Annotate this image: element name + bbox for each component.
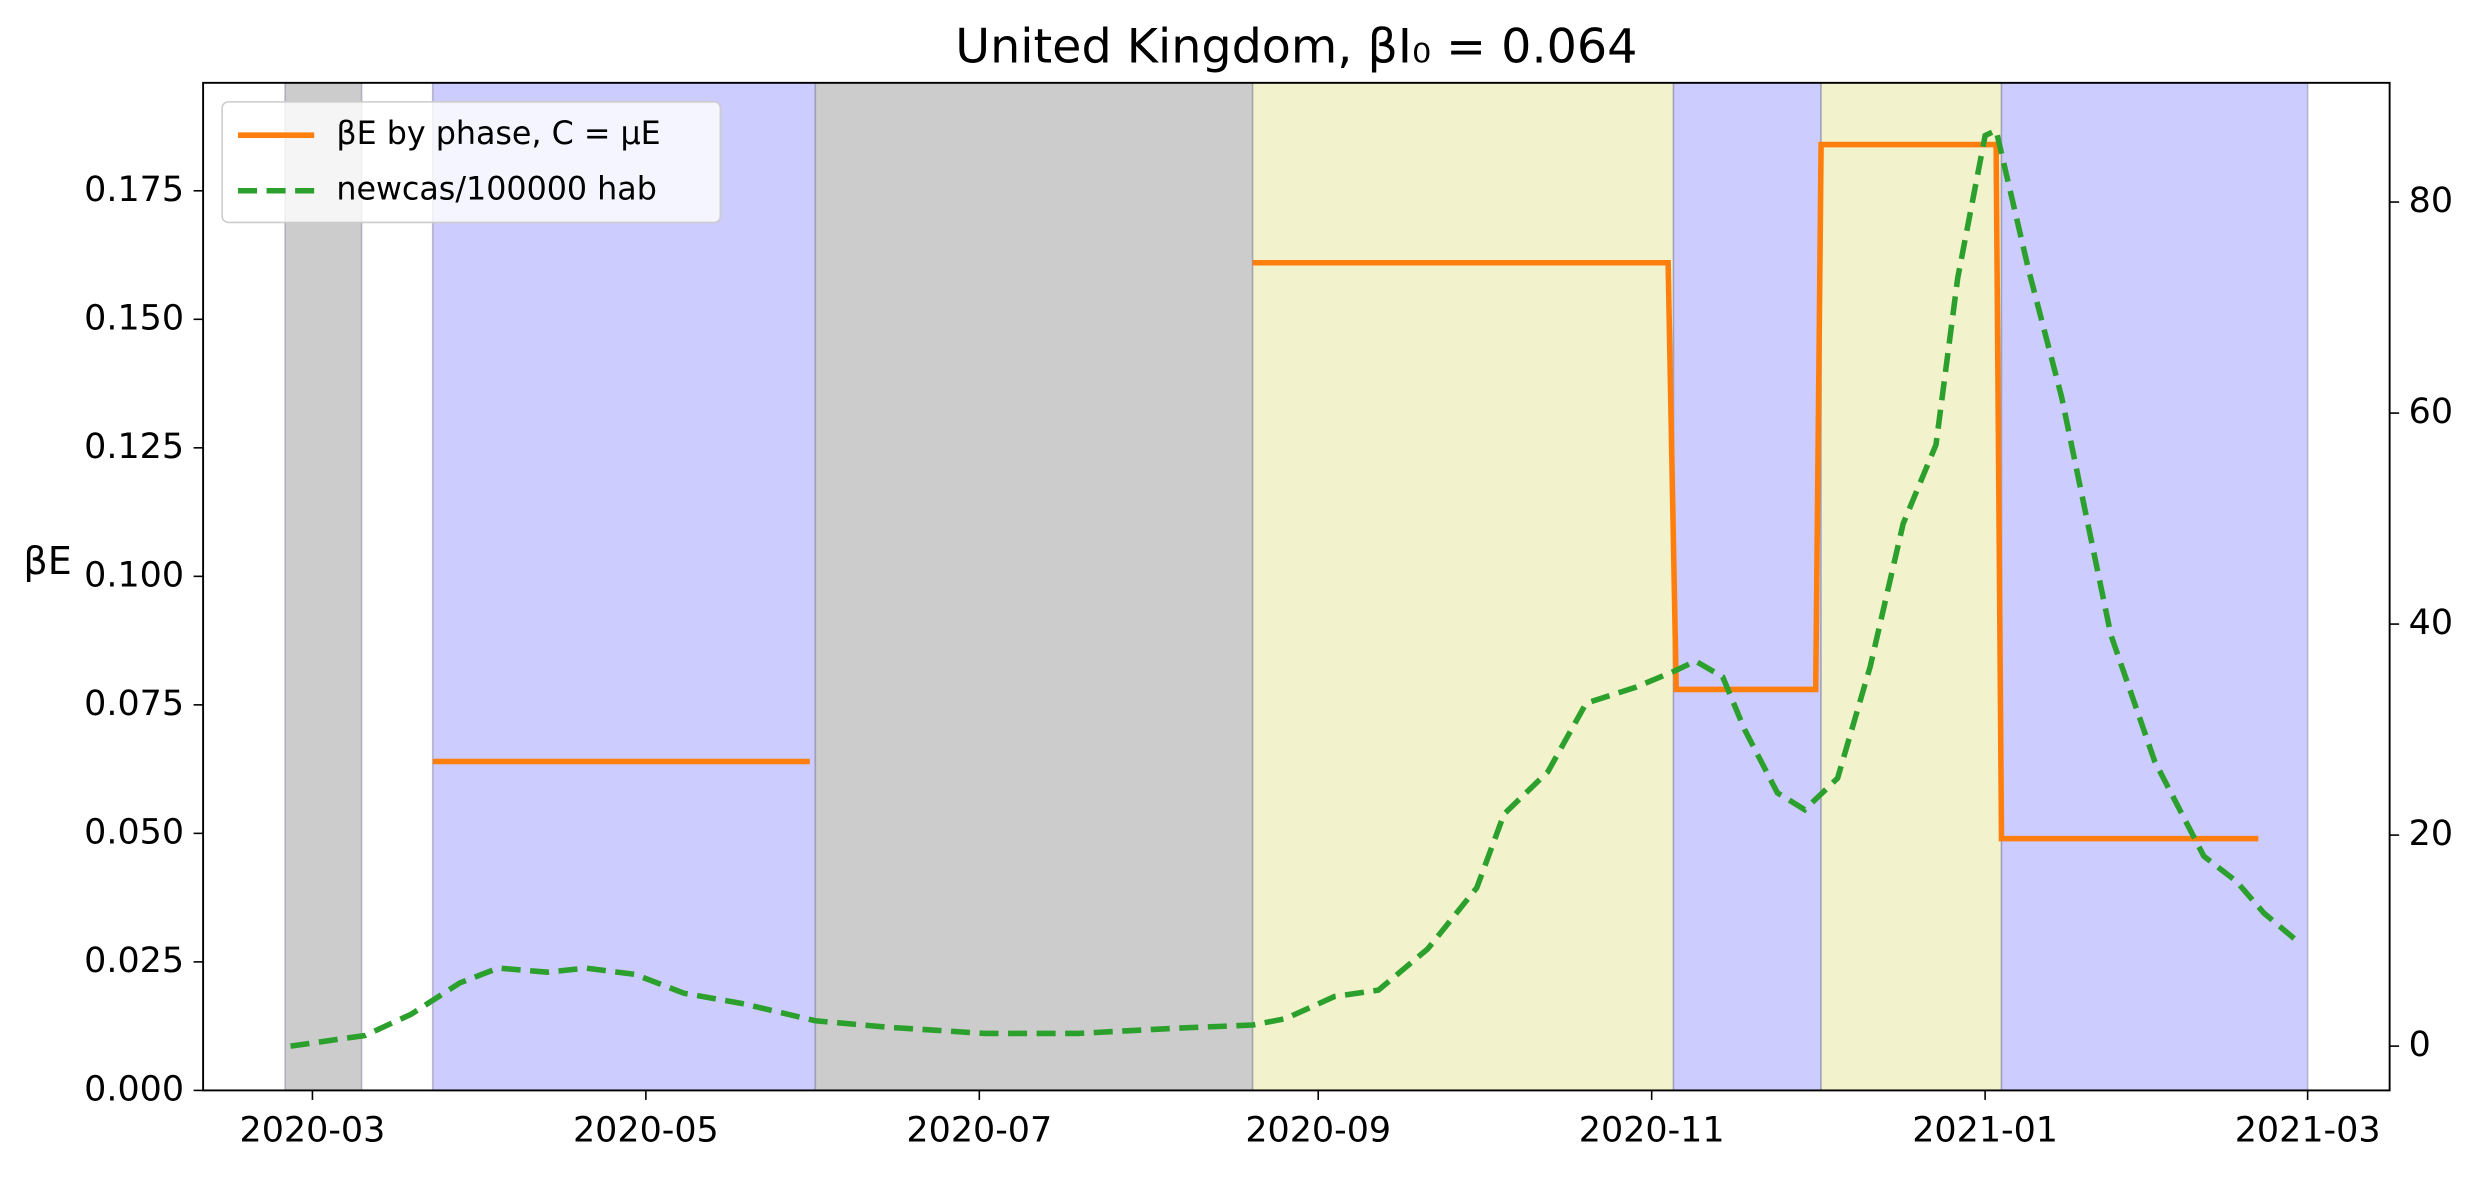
y-tick-label: 0.100 bbox=[84, 555, 184, 595]
y-tick-label: 0.125 bbox=[84, 427, 184, 467]
y-tick-label: 0.025 bbox=[84, 941, 184, 981]
chart-title: United Kingdom, βI₀ = 0.064 bbox=[955, 20, 1637, 75]
y-tick-label: 0.150 bbox=[84, 298, 184, 338]
y2-tick-label: 40 bbox=[2409, 603, 2453, 643]
x-tick-label: 2020-11 bbox=[1579, 1111, 1725, 1151]
y-tick-label: 0.000 bbox=[84, 1069, 184, 1109]
legend-label: βE by phase, C = μE bbox=[336, 116, 660, 152]
x-tick-label: 2020-09 bbox=[1245, 1111, 1391, 1151]
phase-span bbox=[1672, 82, 1822, 1092]
phase-span bbox=[284, 82, 363, 1092]
y2-tick-label: 60 bbox=[2409, 392, 2453, 432]
y2-tick-label: 20 bbox=[2409, 814, 2453, 854]
y-tick-label: 0.075 bbox=[84, 684, 184, 724]
series-line bbox=[432, 141, 2259, 842]
legend: βE by phase, C = μE newcas/100000 hab bbox=[221, 101, 722, 224]
y2-tick-label: 80 bbox=[2409, 181, 2453, 221]
phase-span bbox=[814, 82, 1254, 1092]
phase-span bbox=[1820, 82, 2003, 1092]
legend-label: newcas/100000 hab bbox=[336, 172, 657, 208]
phase-span bbox=[2000, 82, 2309, 1092]
y-axis-label: βE bbox=[23, 539, 71, 583]
y-tick-label: 0.175 bbox=[84, 170, 184, 210]
x-tick-label: 2020-05 bbox=[573, 1111, 719, 1151]
plot-frame bbox=[202, 81, 2391, 1092]
series-line bbox=[290, 126, 2299, 1049]
x-tick-label: 2021-03 bbox=[2235, 1111, 2381, 1151]
x-tick-label: 2020-03 bbox=[240, 1111, 386, 1151]
phase-span bbox=[431, 82, 817, 1092]
x-tick-label: 2021-01 bbox=[1912, 1111, 2058, 1151]
legend-box bbox=[221, 101, 722, 224]
x-tick-label: 2020-07 bbox=[906, 1111, 1052, 1151]
y-tick-label: 0.050 bbox=[84, 812, 184, 852]
phase-span bbox=[1251, 82, 1675, 1092]
y2-tick-label: 0 bbox=[2409, 1025, 2431, 1065]
